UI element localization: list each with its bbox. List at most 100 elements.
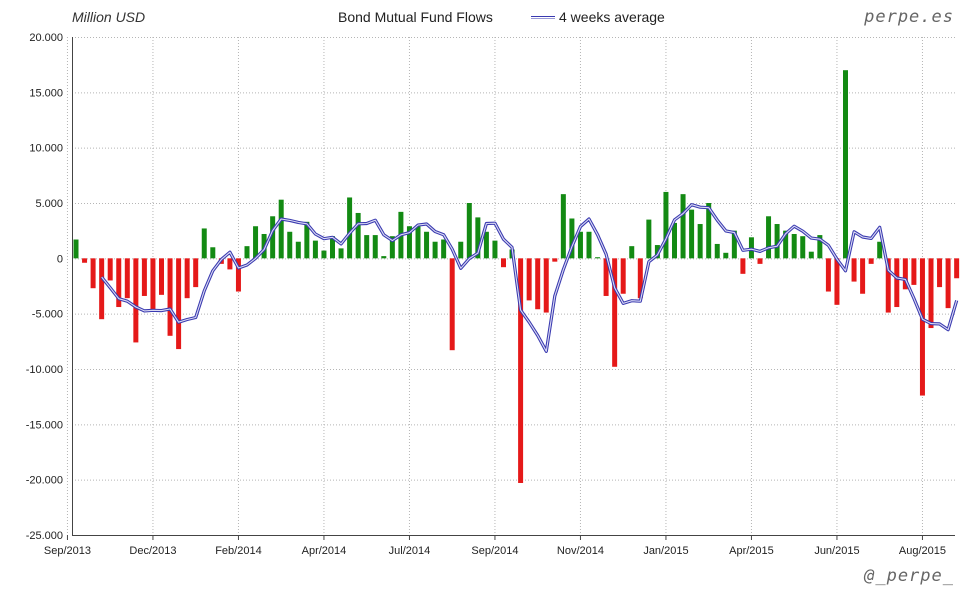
flow-bar [577, 231, 583, 259]
x-tick-label: Dec/2013 [129, 545, 176, 557]
flow-bar [210, 247, 216, 259]
y-tick-label: -20.000 [26, 475, 63, 487]
flow-bar [475, 217, 481, 259]
flow-bar [116, 258, 122, 308]
flow-bar [928, 258, 934, 329]
legend-swatch-average [531, 16, 555, 19]
flow-bar [868, 258, 874, 264]
flow-bars [73, 70, 960, 483]
flow-bar [637, 258, 643, 299]
flow-bar [937, 258, 943, 288]
flow-bar [270, 216, 276, 259]
flow-bar [766, 216, 772, 259]
flow-bar [466, 203, 472, 259]
y-tick-label: 5.000 [35, 198, 63, 210]
flow-bar [680, 194, 686, 259]
flow-bar [885, 258, 891, 313]
y-tick-label: 20.000 [29, 32, 63, 44]
flow-bar [706, 203, 712, 259]
flow-bar [295, 241, 301, 259]
flow-bar [278, 199, 284, 259]
flow-bar [552, 258, 558, 262]
flow-bar [740, 258, 746, 274]
average-line [100, 203, 959, 353]
flow-bar [441, 239, 447, 259]
flow-bar [167, 258, 173, 336]
flow-bar [364, 235, 370, 259]
flow-bar [714, 243, 720, 259]
flow-bar [723, 252, 729, 259]
y-tick-label: -5.000 [32, 309, 63, 321]
flow-bar [176, 258, 182, 350]
chart-grid [66, 37, 955, 536]
flow-bar [338, 248, 344, 259]
flow-bar [372, 235, 378, 259]
flow-bar [381, 256, 387, 259]
flow-bar [73, 239, 79, 259]
flow-bar [902, 258, 908, 290]
x-tick-label: Jan/2015 [643, 545, 688, 557]
flow-bar [347, 197, 353, 259]
x-tick-label: Nov/2014 [557, 545, 604, 557]
flow-bar [757, 258, 763, 264]
flow-bar [321, 250, 327, 259]
flow-bar [415, 226, 421, 259]
flow-bar [150, 258, 156, 310]
flow-bar [184, 258, 190, 299]
flow-bar [141, 258, 147, 296]
x-tick-label: Aug/2015 [899, 545, 946, 557]
flow-bar [860, 258, 866, 294]
flow-bar [843, 70, 848, 259]
flow-bar [731, 230, 737, 259]
flow-bar [304, 221, 310, 259]
flow-bar [424, 231, 430, 259]
legend-label-average: 4 weeks average [559, 9, 665, 25]
flow-bar [877, 241, 883, 259]
flow-bar [629, 246, 635, 259]
y-tick-label: -10.000 [26, 364, 63, 376]
handle-watermark: @_perpe_ [864, 566, 954, 586]
flow-bar [492, 240, 498, 259]
flow-bar [483, 231, 489, 259]
brand-watermark: perpe.es [864, 7, 954, 27]
x-tick-label: Sep/2014 [471, 545, 518, 557]
average-line-inner [101, 204, 958, 352]
x-tick-label: Apr/2015 [729, 545, 774, 557]
flow-bar [945, 258, 951, 309]
y-tick-label: 15.000 [29, 87, 63, 99]
flow-bar [620, 258, 626, 294]
flow-bar [244, 246, 250, 259]
flow-bar [834, 258, 840, 305]
y-axis-unit-label: Million USD [72, 9, 146, 25]
flow-bar [560, 194, 566, 259]
flow-bar [330, 236, 335, 259]
flow-bar [235, 258, 241, 292]
flow-bar [791, 233, 797, 259]
flow-bar [663, 191, 669, 259]
flow-bar [954, 258, 960, 279]
flow-bar [432, 241, 438, 259]
x-tick-label: Jun/2015 [814, 545, 859, 557]
x-tick-label: Apr/2014 [302, 545, 347, 557]
flow-bar [911, 258, 917, 285]
flow-bar [99, 258, 105, 320]
flow-bar [458, 241, 464, 259]
flow-bar [612, 258, 618, 367]
flow-bar [253, 226, 259, 259]
flow-bar [389, 236, 395, 259]
flow-bar [449, 258, 455, 351]
y-tick-label: -15.000 [26, 419, 63, 431]
flow-bar [569, 218, 575, 259]
flow-bar [107, 258, 113, 281]
flow-bar [124, 258, 130, 299]
flow-bar [689, 209, 695, 259]
flow-bar [535, 258, 541, 310]
x-tick-label: Sep/2013 [44, 545, 91, 557]
flow-bar [526, 258, 532, 301]
flow-bar [851, 258, 857, 282]
flow-bar [543, 258, 549, 313]
flow-bar [808, 251, 814, 259]
chart-axes: 20.000 15.000 10.000 5.000 0 -5.000 -10.000 -15… [26, 32, 955, 557]
flow-bar [586, 231, 592, 259]
